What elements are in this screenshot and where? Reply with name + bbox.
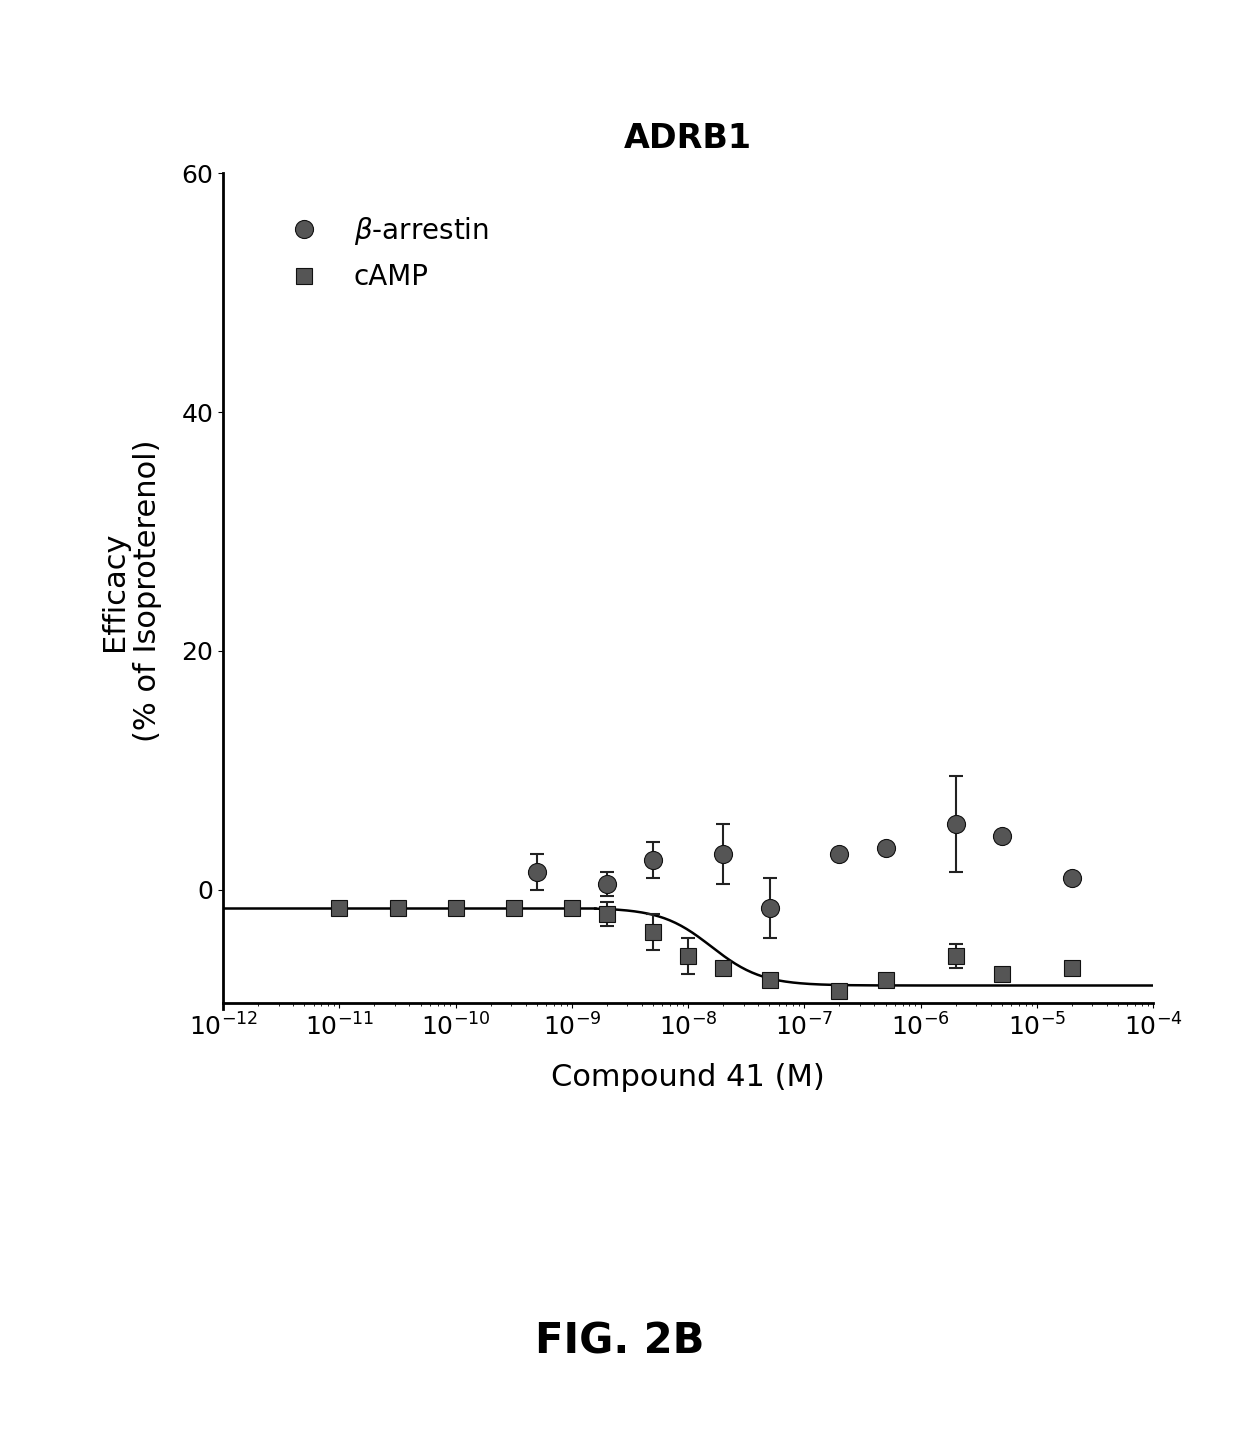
Text: FIG. 2B: FIG. 2B [536,1319,704,1363]
Y-axis label: Efficacy
(% of Isoproterenol): Efficacy (% of Isoproterenol) [99,440,162,743]
X-axis label: Compound 41 (M): Compound 41 (M) [552,1063,825,1092]
Title: ADRB1: ADRB1 [624,123,753,156]
Legend: $\beta$-arrestin, cAMP: $\beta$-arrestin, cAMP [265,203,500,303]
